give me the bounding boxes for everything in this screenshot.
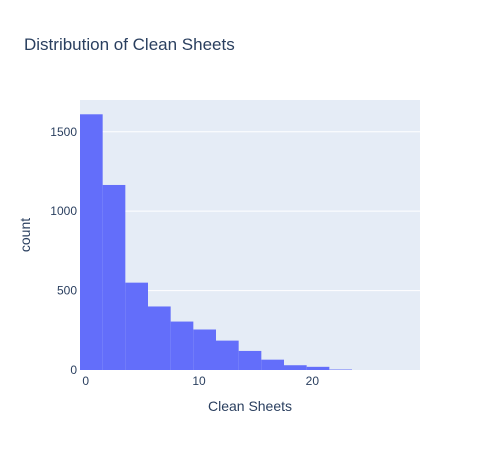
y-tick-label: 500 [57,284,77,298]
x-axis-ticks: 0 10 20 [82,374,319,388]
histogram-bar [170,321,194,370]
histogram-bar [80,114,103,370]
x-axis-label: Clean Sheets [208,398,292,414]
histogram-bar [148,306,171,370]
chart-title: Distribution of Clean Sheets [24,35,235,54]
y-tick-label: 0 [70,363,77,377]
x-tick-label: 20 [306,374,320,388]
histogram-bar [125,282,148,370]
x-tick-label: 0 [82,374,89,388]
bars [80,114,352,370]
histogram-bar [216,340,239,370]
y-axis-ticks: 0 500 1000 1500 [50,125,77,377]
histogram-bar [284,365,307,370]
y-tick-label: 1000 [50,204,77,218]
histogram-bar [306,366,330,370]
histogram-bar [102,184,126,370]
y-axis-label: count [17,218,33,252]
histogram-bar [261,359,284,370]
histogram-bar [238,350,262,370]
x-tick-label: 10 [192,374,206,388]
y-tick-label: 1500 [50,125,77,139]
histogram-bar [193,329,216,370]
